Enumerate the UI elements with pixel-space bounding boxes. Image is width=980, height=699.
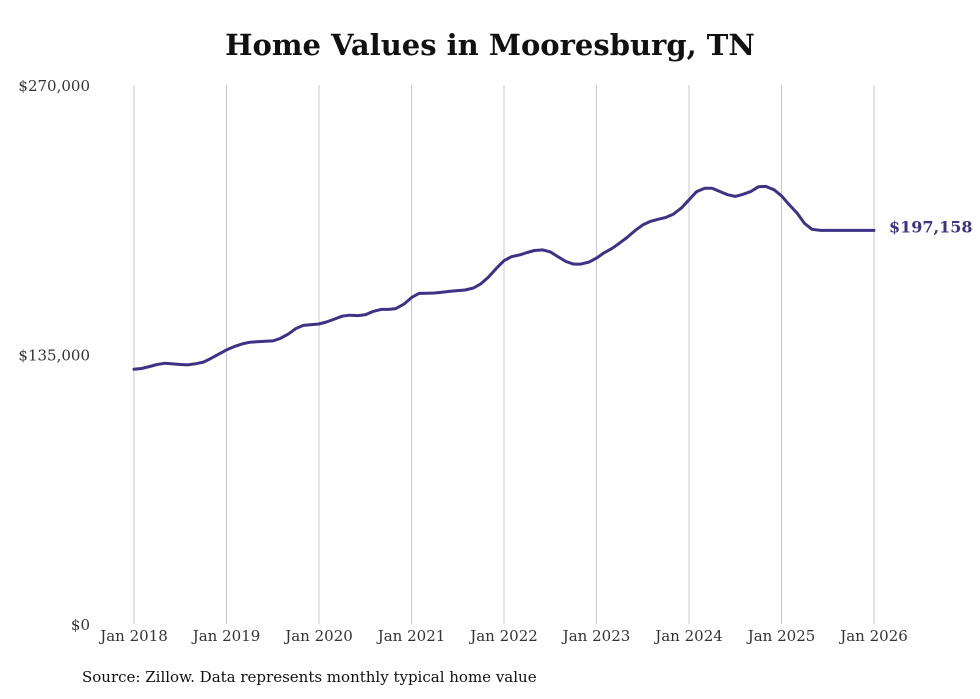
x-tick-label: Jan 2022 — [468, 627, 538, 645]
data-label-layer: $197,158 — [889, 217, 973, 236]
source-note: Source: Zillow. Data represents monthly … — [82, 668, 537, 686]
end-value-label: $197,158 — [889, 217, 973, 236]
x-tick-label: Jan 2024 — [653, 627, 723, 645]
y-tick-label: $0 — [71, 616, 90, 634]
x-axis-ticks: Jan 2018 Jan 2019 Jan 2020 Jan 2021 Jan 2022… — [98, 627, 908, 645]
x-tick-label: Jan 2021 — [376, 627, 446, 645]
y-tick-label: $135,000 — [18, 347, 90, 365]
y-axis-ticks: $0 $135,000 $270,000 — [18, 77, 90, 634]
series-line-home-value — [132, 184, 876, 371]
x-tick-label: Jan 2025 — [746, 627, 816, 645]
y-tick-label: $270,000 — [18, 77, 90, 95]
x-tick-label: Jan 2019 — [191, 627, 261, 645]
x-tick-label: Jan 2026 — [838, 627, 908, 645]
grid-lines — [133, 85, 875, 624]
x-tick-label: Jan 2018 — [98, 627, 168, 645]
chart-title: Home Values in Mooresburg, TN — [225, 28, 755, 62]
series-layer — [132, 184, 876, 371]
x-tick-label: Jan 2023 — [561, 627, 631, 645]
x-tick-label: Jan 2020 — [283, 627, 353, 645]
